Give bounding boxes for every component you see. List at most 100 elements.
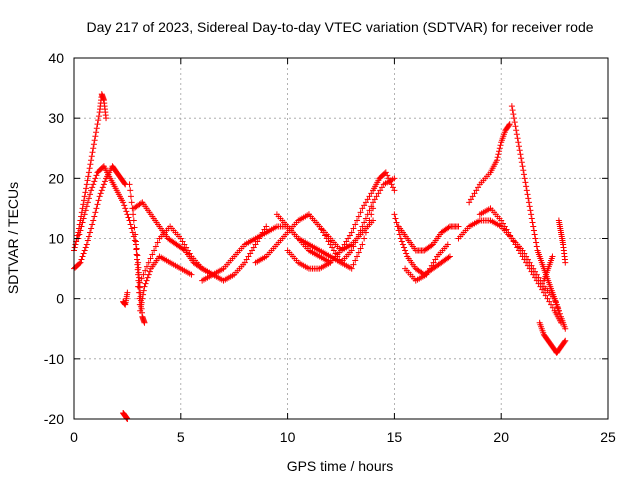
x-tick-label: 15 — [387, 429, 403, 445]
data-point — [392, 215, 399, 222]
data-point — [132, 231, 139, 238]
data-point — [445, 224, 452, 231]
data-point — [523, 187, 530, 194]
data-point — [88, 153, 95, 160]
data-point — [362, 199, 369, 206]
data-point — [469, 193, 476, 200]
data-point — [473, 187, 480, 194]
data-point — [508, 235, 515, 242]
data-point — [373, 193, 380, 200]
data-point — [542, 292, 549, 299]
data-point — [325, 238, 332, 245]
data-point — [83, 241, 90, 248]
data-point — [558, 319, 565, 326]
data-point — [378, 184, 385, 191]
data-point — [341, 241, 348, 248]
data-point — [321, 232, 328, 239]
data-point — [522, 179, 529, 186]
data-point — [151, 247, 158, 254]
data-point — [252, 241, 259, 248]
data-point — [539, 286, 546, 293]
data-point — [146, 268, 153, 275]
data-point — [444, 241, 451, 248]
data-point — [384, 172, 391, 179]
data-point — [513, 131, 520, 138]
data-point — [514, 135, 521, 142]
data-point — [135, 283, 142, 290]
data-point — [520, 167, 527, 174]
data-point — [427, 265, 433, 272]
data-point — [523, 259, 530, 266]
data-point — [511, 119, 518, 126]
data-point — [521, 175, 528, 182]
data-point — [103, 115, 110, 122]
data-point — [528, 268, 535, 275]
data-point — [446, 253, 453, 260]
data-point — [530, 227, 537, 234]
data-point — [519, 253, 526, 260]
data-point — [87, 161, 94, 168]
data-point — [352, 257, 359, 264]
series-sat-e — [120, 289, 131, 308]
data-point — [526, 265, 533, 272]
data-point — [316, 223, 323, 230]
data-point — [526, 203, 533, 210]
data-point — [137, 200, 144, 207]
data-point — [128, 199, 135, 206]
data-point — [133, 251, 140, 258]
data-point — [101, 178, 108, 185]
y-tick-label: 20 — [48, 170, 64, 186]
data-point — [135, 269, 142, 276]
data-point — [352, 239, 359, 246]
data-point — [391, 187, 398, 194]
data-point — [389, 184, 396, 191]
data-point — [95, 117, 102, 124]
data-point — [364, 223, 371, 230]
data-point — [247, 250, 254, 257]
data-point — [388, 181, 395, 188]
data-points — [71, 91, 569, 422]
data-point — [90, 217, 97, 224]
data-point — [147, 255, 154, 262]
data-point — [80, 201, 87, 208]
y-tick-label: 0 — [56, 291, 64, 307]
data-point — [79, 205, 86, 212]
data-point — [382, 169, 389, 176]
data-point — [430, 259, 437, 266]
data-point — [98, 187, 105, 194]
data-point — [142, 280, 149, 287]
data-point — [339, 244, 346, 251]
data-point — [368, 190, 375, 197]
data-point — [514, 244, 521, 251]
data-point — [466, 199, 473, 206]
data-point — [132, 238, 139, 245]
data-point — [126, 181, 133, 188]
x-tick-label: 0 — [70, 429, 78, 445]
data-point — [362, 215, 369, 222]
grid-lines — [74, 58, 608, 419]
data-point — [136, 279, 143, 286]
data-point — [320, 229, 327, 236]
data-point — [398, 238, 405, 245]
data-point — [425, 268, 432, 275]
data-point — [80, 215, 87, 222]
data-point — [525, 199, 532, 206]
data-point — [82, 207, 89, 214]
data-point — [145, 271, 152, 278]
data-point — [445, 254, 452, 261]
data-point — [144, 274, 151, 281]
data-point — [506, 121, 513, 128]
data-point — [135, 264, 142, 271]
data-point — [507, 232, 514, 239]
data-point — [94, 201, 101, 208]
data-point — [89, 221, 96, 228]
data-point — [95, 113, 102, 120]
data-point — [130, 211, 137, 218]
data-point — [355, 249, 362, 256]
data-point — [72, 241, 79, 248]
data-point — [93, 125, 100, 132]
data-point — [537, 283, 544, 290]
data-point — [359, 205, 366, 212]
data-point — [377, 187, 384, 194]
